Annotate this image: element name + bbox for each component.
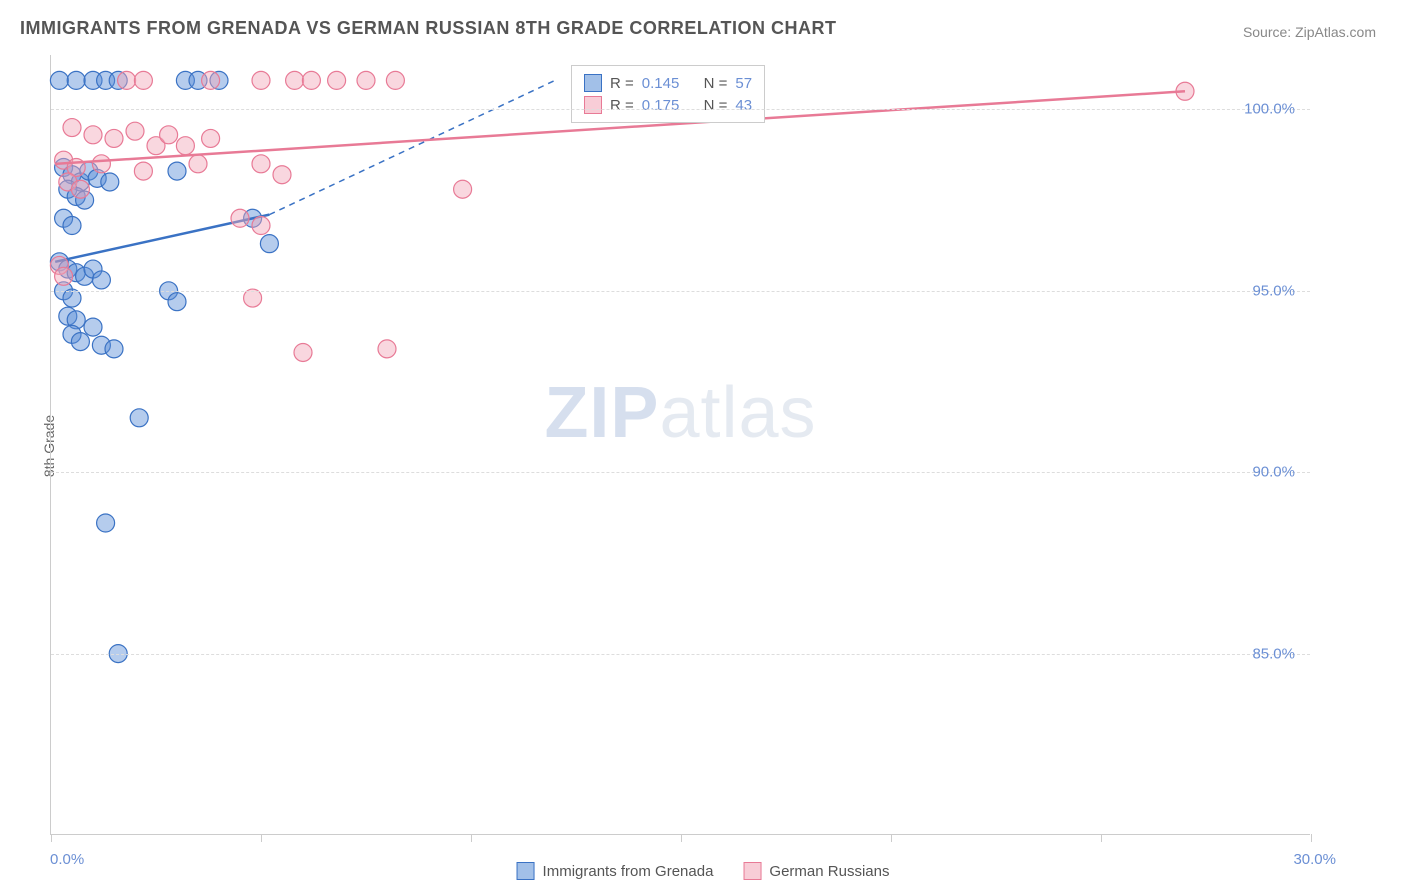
data-point	[97, 514, 115, 532]
data-point	[386, 71, 404, 89]
data-point	[378, 340, 396, 358]
x-tick	[261, 834, 262, 842]
data-point	[67, 71, 85, 89]
data-point	[176, 137, 194, 155]
scatter-svg	[51, 55, 1310, 834]
data-point	[130, 409, 148, 427]
legend-row-grenada: R = 0.145 N = 57	[584, 72, 752, 94]
data-point	[260, 235, 278, 253]
data-point	[105, 340, 123, 358]
data-point	[328, 71, 346, 89]
legend-swatch-german	[584, 96, 602, 114]
n-label: N =	[704, 97, 728, 114]
r-label: R =	[610, 75, 634, 92]
correlation-legend: R = 0.145 N = 57 R = 0.175 N = 43	[571, 65, 765, 123]
data-point	[50, 71, 68, 89]
data-point	[92, 155, 110, 173]
data-point	[454, 180, 472, 198]
data-point	[63, 119, 81, 137]
x-max-label: 30.0%	[1293, 851, 1336, 868]
r-label: R =	[610, 97, 634, 114]
chart-title: IMMIGRANTS FROM GRENADA VS GERMAN RUSSIA…	[20, 18, 837, 39]
legend-row-german: R = 0.175 N = 43	[584, 94, 752, 116]
data-point	[84, 126, 102, 144]
y-tick-label-100: 100.0%	[1244, 101, 1295, 118]
data-point	[160, 126, 178, 144]
bottom-legend: Immigrants from Grenada German Russians	[517, 862, 890, 880]
y-tick-label-90: 90.0%	[1252, 464, 1295, 481]
data-point	[273, 166, 291, 184]
data-point	[202, 129, 220, 147]
data-point	[357, 71, 375, 89]
bottom-label-german: German Russians	[769, 863, 889, 880]
r-value-grenada: 0.145	[642, 75, 680, 92]
data-point	[126, 122, 144, 140]
data-point	[286, 71, 304, 89]
data-point	[118, 71, 136, 89]
x-tick	[891, 834, 892, 842]
r-value-german: 0.175	[642, 97, 680, 114]
data-point	[202, 71, 220, 89]
data-point	[105, 129, 123, 147]
data-point	[252, 71, 270, 89]
data-point	[168, 293, 186, 311]
data-point	[71, 180, 89, 198]
data-point	[252, 155, 270, 173]
x-tick	[681, 834, 682, 842]
data-point	[231, 209, 249, 227]
bottom-swatch-grenada	[517, 862, 535, 880]
data-point	[252, 217, 270, 235]
n-value-grenada: 57	[735, 75, 752, 92]
data-point	[84, 318, 102, 336]
data-point	[294, 343, 312, 361]
x-tick	[1311, 834, 1312, 842]
data-point	[168, 162, 186, 180]
data-point	[71, 333, 89, 351]
legend-swatch-grenada	[584, 74, 602, 92]
data-point	[92, 271, 110, 289]
data-point	[134, 162, 152, 180]
x-tick	[51, 834, 52, 842]
data-point	[63, 217, 81, 235]
x-min-label: 0.0%	[50, 851, 84, 868]
source-label: Source: ZipAtlas.com	[1243, 24, 1376, 40]
data-point	[302, 71, 320, 89]
bottom-label-grenada: Immigrants from Grenada	[543, 863, 714, 880]
data-point	[134, 71, 152, 89]
y-tick-label-85: 85.0%	[1252, 645, 1295, 662]
y-tick-label-95: 95.0%	[1252, 282, 1295, 299]
chart-plot-area: ZIPatlas R = 0.145 N = 57 R = 0.175 N = …	[50, 55, 1310, 835]
n-label: N =	[704, 75, 728, 92]
gridline	[51, 472, 1310, 473]
gridline	[51, 291, 1310, 292]
x-tick	[1101, 834, 1102, 842]
n-value-german: 43	[735, 97, 752, 114]
gridline	[51, 109, 1310, 110]
data-point	[189, 155, 207, 173]
bottom-swatch-german	[743, 862, 761, 880]
data-point	[55, 267, 73, 285]
bottom-legend-german: German Russians	[743, 862, 889, 880]
gridline	[51, 654, 1310, 655]
bottom-legend-grenada: Immigrants from Grenada	[517, 862, 714, 880]
data-point	[101, 173, 119, 191]
x-tick	[471, 834, 472, 842]
